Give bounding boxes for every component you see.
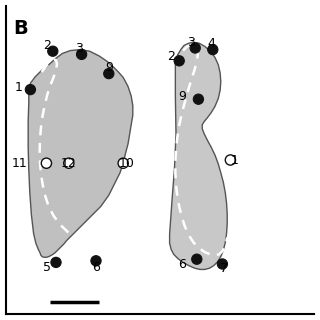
Text: 1: 1 (230, 154, 238, 166)
Text: 9: 9 (179, 90, 186, 102)
Text: 3: 3 (188, 36, 195, 49)
Circle shape (25, 84, 36, 95)
Circle shape (91, 256, 101, 266)
Text: B: B (13, 19, 28, 38)
Circle shape (64, 158, 74, 168)
Circle shape (193, 94, 204, 104)
Circle shape (190, 43, 200, 53)
Circle shape (225, 155, 236, 165)
Text: 10: 10 (118, 157, 134, 170)
Text: 2: 2 (167, 51, 175, 63)
Circle shape (118, 158, 128, 168)
Text: 6: 6 (92, 261, 100, 274)
Circle shape (174, 56, 184, 66)
Text: 9: 9 (105, 61, 113, 74)
Text: 6: 6 (179, 258, 186, 270)
Text: 11: 11 (11, 157, 27, 170)
Text: 3: 3 (76, 42, 83, 55)
Text: 5: 5 (44, 261, 52, 274)
Circle shape (76, 49, 87, 60)
Circle shape (104, 68, 114, 79)
Circle shape (217, 259, 228, 269)
Polygon shape (28, 50, 133, 257)
Text: 12: 12 (61, 157, 77, 170)
Circle shape (192, 254, 202, 264)
Text: 7: 7 (220, 262, 228, 275)
Text: 4: 4 (207, 37, 215, 50)
Circle shape (48, 46, 58, 56)
Polygon shape (170, 42, 227, 269)
Circle shape (51, 257, 61, 268)
Circle shape (208, 44, 218, 55)
Circle shape (41, 158, 52, 168)
Text: 1: 1 (15, 81, 22, 93)
Text: 2: 2 (44, 39, 51, 52)
